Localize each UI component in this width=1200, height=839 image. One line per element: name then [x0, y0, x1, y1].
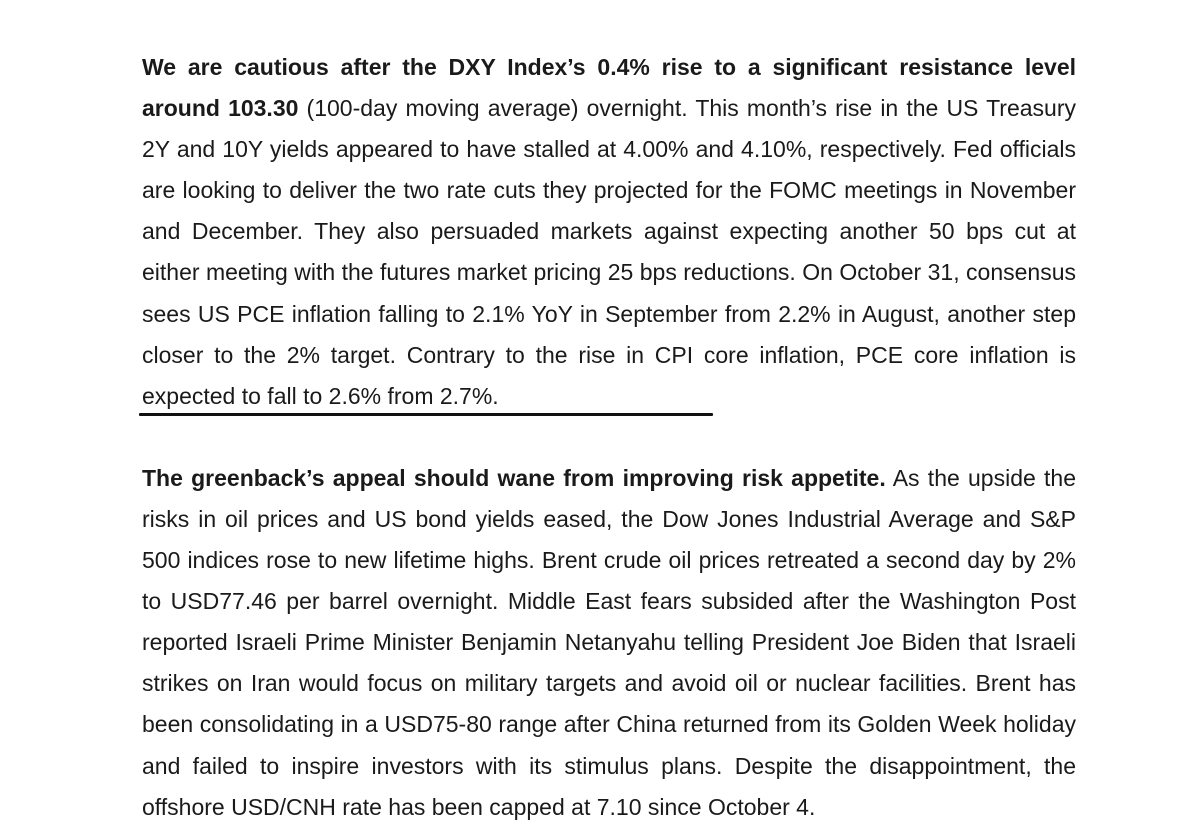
hand-drawn-underline [139, 413, 713, 416]
paragraph-body-text: As the upside the risks in oil prices an… [142, 464, 1077, 820]
paragraph-risk-appetite: The greenback’s appeal should wane from … [142, 458, 1076, 828]
document-body: We are cautious after the DXY Index’s 0.… [142, 47, 1076, 828]
paragraph-lead-text: We are cautious after the DXY Index’s 0.… [142, 54, 1076, 122]
paragraph-dxy-outlook: We are cautious after the DXY Index’s 0.… [142, 47, 1076, 417]
paragraph-body-text: (100-day moving average) overnight. This… [142, 95, 1076, 409]
paragraph-lead-text: The greenback’s appeal should wane from … [142, 464, 886, 491]
